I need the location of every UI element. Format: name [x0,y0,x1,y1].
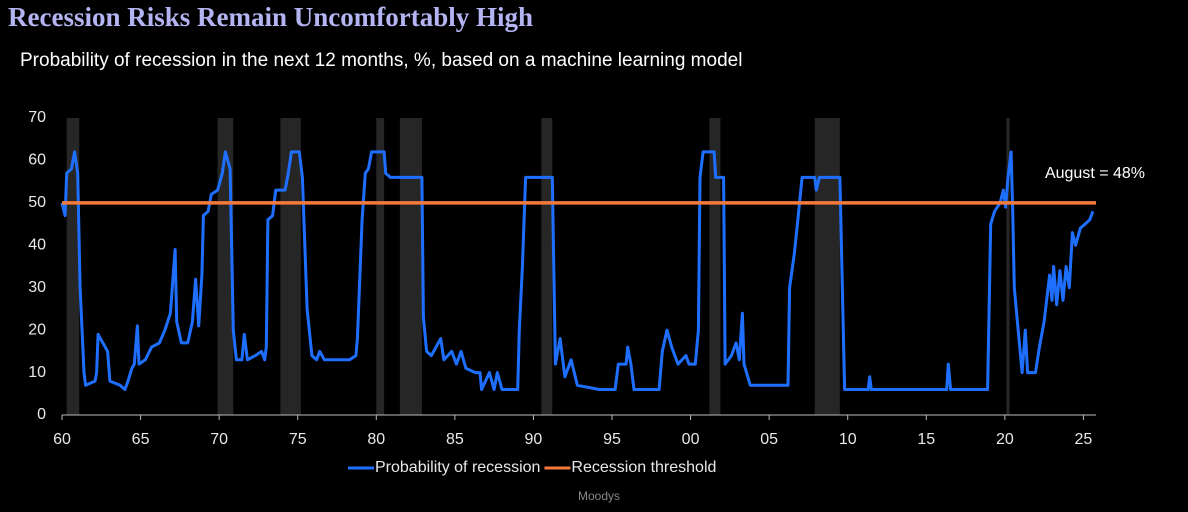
legend-label: Probability of recession [375,459,540,476]
x-tick-label: 95 [603,431,621,448]
recession-band [376,118,385,415]
recession-band [280,118,301,415]
x-tick-label: 70 [210,431,228,448]
x-tick-label: 10 [839,431,857,448]
recession-band [541,118,553,415]
x-tick-label: 80 [367,431,385,448]
y-tick-label: 70 [28,109,46,126]
y-tick-label: 60 [28,152,46,169]
y-tick-label: 10 [28,364,46,381]
recession-band [399,118,422,415]
y-tick-label: 40 [28,237,46,254]
y-tick-label: 20 [28,321,46,338]
y-tick-label: 30 [28,279,46,296]
recession-band [1006,118,1010,415]
x-tick-label: 90 [525,431,543,448]
x-tick-label: 75 [289,431,307,448]
x-tick-label: 20 [996,431,1014,448]
chart-subtitle: Probability of recession in the next 12 … [20,50,742,71]
chart-title: Recession Risks Remain Uncomfortably Hig… [8,2,533,32]
x-tick-label: 65 [132,431,150,448]
y-tick-label: 50 [28,194,46,211]
x-tick-label: 05 [760,431,778,448]
x-tick-label: 60 [53,431,71,448]
annotation: August = 48% [1045,165,1145,182]
recession-band [66,118,80,415]
x-tick-label: 15 [917,431,935,448]
recession-band [814,118,840,415]
source: Moodys [578,489,620,503]
legend-label: Recession threshold [571,459,716,476]
x-tick-label: 85 [446,431,464,448]
recession-band [709,118,721,415]
x-tick-label: 25 [1075,431,1093,448]
y-tick-label: 0 [37,406,46,423]
line [60,150,1095,391]
x-tick-label: 00 [682,431,700,448]
